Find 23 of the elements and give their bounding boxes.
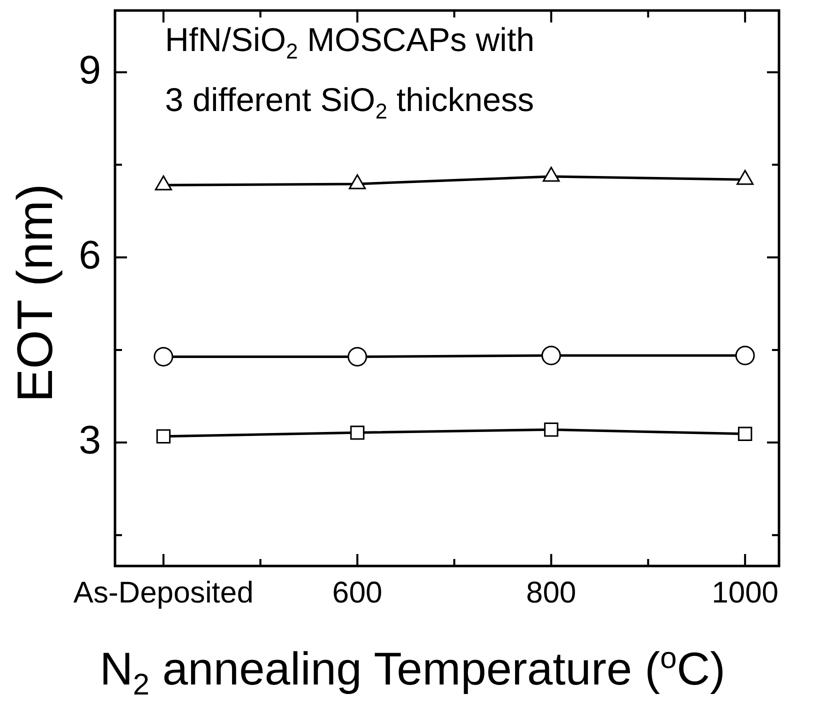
annotation: 3 different SiO$_{2}$ thickness [165, 81, 534, 126]
x-tick-label: 1000 [712, 576, 778, 610]
point [544, 422, 558, 437]
y-axis-title: EOT (nm) [7, 182, 63, 404]
y-tick-label: 3 [78, 418, 101, 463]
point [541, 346, 561, 366]
annotation: HfN/SiO$_{2}$ MOSCAPs with [165, 21, 534, 66]
x-tick-label: As-Deposited [73, 576, 254, 610]
point [348, 174, 366, 190]
x-axis-title: N$_{2}$ annealing Temperature ($^{o}$C) [98, 641, 726, 704]
point [348, 347, 368, 367]
y-tick-label: 6 [78, 233, 101, 278]
point [738, 426, 752, 442]
x-tick-label: 600 [332, 576, 382, 610]
point [736, 170, 754, 185]
point [156, 429, 171, 444]
point [154, 175, 172, 190]
point [154, 347, 174, 367]
x-tick-label: 800 [526, 576, 576, 610]
point [735, 346, 755, 366]
y-tick-label: 9 [78, 48, 101, 92]
point [350, 426, 364, 440]
point [542, 166, 560, 182]
